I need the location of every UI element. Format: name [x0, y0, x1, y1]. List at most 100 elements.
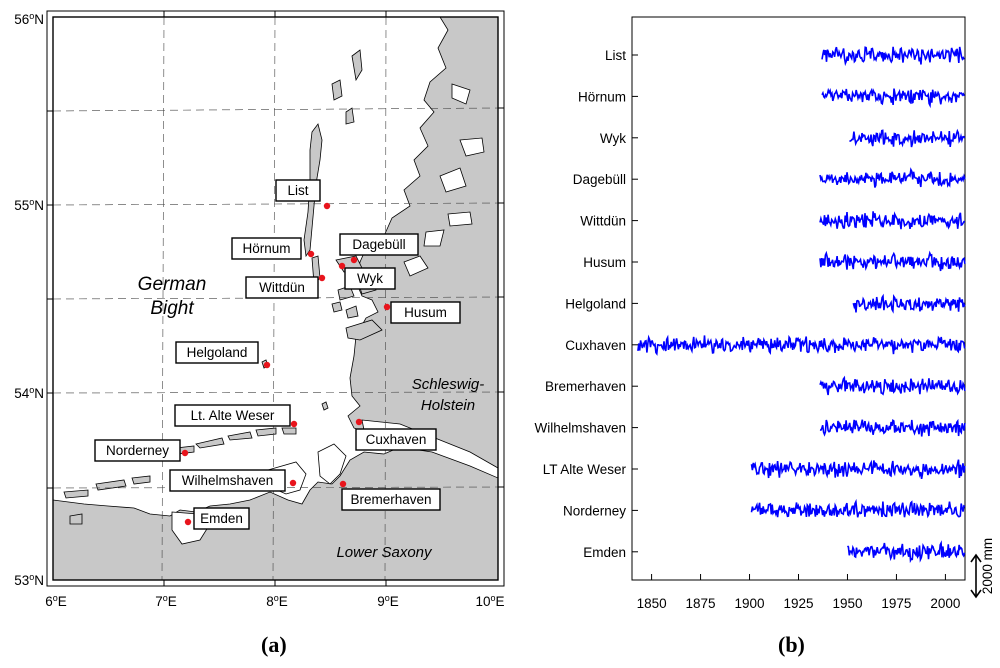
- station-helgoland: Helgoland: [175, 341, 271, 369]
- x-tick-label: 1950: [832, 596, 862, 611]
- station-label: Wilhelmshaven: [182, 473, 274, 488]
- series-label: LT Alte Weser: [543, 462, 627, 477]
- station-label-box: [245, 276, 319, 299]
- station-label: Dagebüll: [352, 237, 405, 252]
- series-line: [846, 540, 966, 564]
- station-label: Wyk: [357, 271, 383, 286]
- station-marker: [323, 202, 331, 210]
- series-label: List: [605, 48, 626, 63]
- x-tick-label: 1925: [783, 596, 813, 611]
- station-marker: [181, 449, 189, 457]
- lat-label-54: 54oN: [14, 385, 44, 401]
- series-line: [637, 334, 966, 356]
- lon-label-6: 6oE: [45, 593, 67, 609]
- station-norderney: Norderney: [94, 439, 189, 462]
- lat-label-53: 53oN: [14, 572, 44, 588]
- series-line: [821, 87, 965, 109]
- lower-saxony-label: Lower Saxony: [336, 544, 433, 561]
- station-marker: [350, 256, 358, 264]
- station-marker: [338, 262, 346, 270]
- weser-estuary: [317, 443, 347, 485]
- schleswig-holstein-label: Schleswig-: [412, 376, 485, 393]
- x-tick-label: 1875: [686, 596, 716, 611]
- station-label-box: [344, 267, 396, 290]
- station-label-box: [174, 404, 291, 427]
- station-marker: [263, 361, 271, 369]
- station-marker: [307, 250, 315, 258]
- chart-series-layer: [637, 46, 966, 564]
- station-marker: [184, 518, 192, 526]
- series-label: Hörnum: [578, 89, 626, 104]
- station-label: Lt. Alte Weser: [191, 408, 275, 423]
- series-line: [852, 293, 966, 314]
- series-line: [819, 250, 966, 272]
- x-tick-label: 1900: [735, 596, 765, 611]
- station-emden: Emden: [184, 507, 250, 530]
- station-cuxhaven: Cuxhaven: [355, 418, 437, 451]
- map-panel: 56oN 55oN 54oN 53oN 6oE 7oE 8oE 9oE 10oE…: [14, 10, 505, 609]
- schleswig-holstein-label-2: Holstein: [421, 397, 475, 414]
- series-label: Bremerhaven: [545, 379, 626, 394]
- station-label: Norderney: [106, 443, 169, 458]
- lon-label-9: 9oE: [377, 593, 399, 609]
- x-tick-layer: 1850 1875 1900 1925 1950 1975 2000: [637, 574, 960, 611]
- lat-label-56: 56oN: [14, 11, 44, 27]
- station-list: List: [275, 179, 331, 210]
- station-label: Husum: [404, 305, 447, 320]
- series-label: Emden: [583, 545, 626, 560]
- series-label: Dagebüll: [573, 172, 626, 187]
- series-line: [819, 418, 966, 437]
- station-label: Hörnum: [242, 241, 290, 256]
- station-layer: List Hörnum Dagebüll Wittdün Wyk Husum Helgola…: [94, 179, 461, 530]
- station-dageb-ll: Dagebüll: [339, 233, 419, 264]
- series-label: Wittdün: [580, 214, 626, 229]
- station-label: Bremerhaven: [350, 492, 431, 507]
- x-tick-label: 1850: [637, 596, 667, 611]
- scale-bar: [970, 553, 982, 599]
- x-tick-label: 2000: [930, 596, 960, 611]
- station-label-box: [390, 301, 461, 324]
- series-label: Husum: [583, 255, 626, 270]
- station-marker: [290, 420, 298, 428]
- series-label: Cuxhaven: [565, 338, 626, 353]
- series-line: [819, 211, 965, 230]
- station-husum: Husum: [383, 301, 461, 324]
- caption-b: (b): [778, 632, 805, 657]
- station-label-box: [193, 507, 250, 530]
- lat-label-55: 55oN: [14, 197, 44, 213]
- station-label-box: [339, 233, 419, 256]
- station-label: Cuxhaven: [366, 432, 427, 447]
- chart-frame: [631, 16, 966, 581]
- east-frisian-islands: [195, 437, 225, 449]
- lon-label-7: 7oE: [155, 593, 177, 609]
- station-label-box: [355, 428, 437, 451]
- station-marker: [289, 479, 297, 487]
- series-label: Helgoland: [565, 296, 626, 311]
- station-wyk: Wyk: [338, 262, 396, 290]
- x-tick-label: 1975: [881, 596, 911, 611]
- station-label: Wittdün: [259, 280, 305, 295]
- station-label-box: [275, 179, 321, 202]
- series-line: [750, 498, 966, 519]
- scale-bar-label: 2000 mm: [980, 538, 995, 594]
- station-lt-alte-weser: Lt. Alte Weser: [174, 404, 298, 428]
- station-wilhelmshaven: Wilhelmshaven: [169, 469, 297, 492]
- mainland: [53, 17, 498, 580]
- y-tick-layer: List Hörnum Wyk Dagebüll Wittdün Husum Helgola…: [534, 48, 638, 560]
- german-bight-label-2: Bight: [150, 298, 194, 319]
- series-line: [819, 375, 966, 396]
- series-label: Norderney: [563, 503, 626, 518]
- station-marker: [355, 418, 363, 426]
- series-line: [819, 167, 966, 188]
- caption-a: (a): [261, 632, 287, 657]
- station-bremerhaven: Bremerhaven: [339, 480, 441, 511]
- station-marker: [318, 274, 326, 282]
- station-label: Helgoland: [187, 345, 248, 360]
- station-label-box: [231, 237, 302, 260]
- series-label: Wilhelmshaven: [534, 421, 626, 436]
- german-bight-label: German: [138, 274, 207, 295]
- station-h-rnum: Hörnum: [231, 237, 315, 260]
- station-label-box: [341, 488, 441, 511]
- station-label-box: [94, 439, 181, 462]
- series-line: [849, 128, 966, 148]
